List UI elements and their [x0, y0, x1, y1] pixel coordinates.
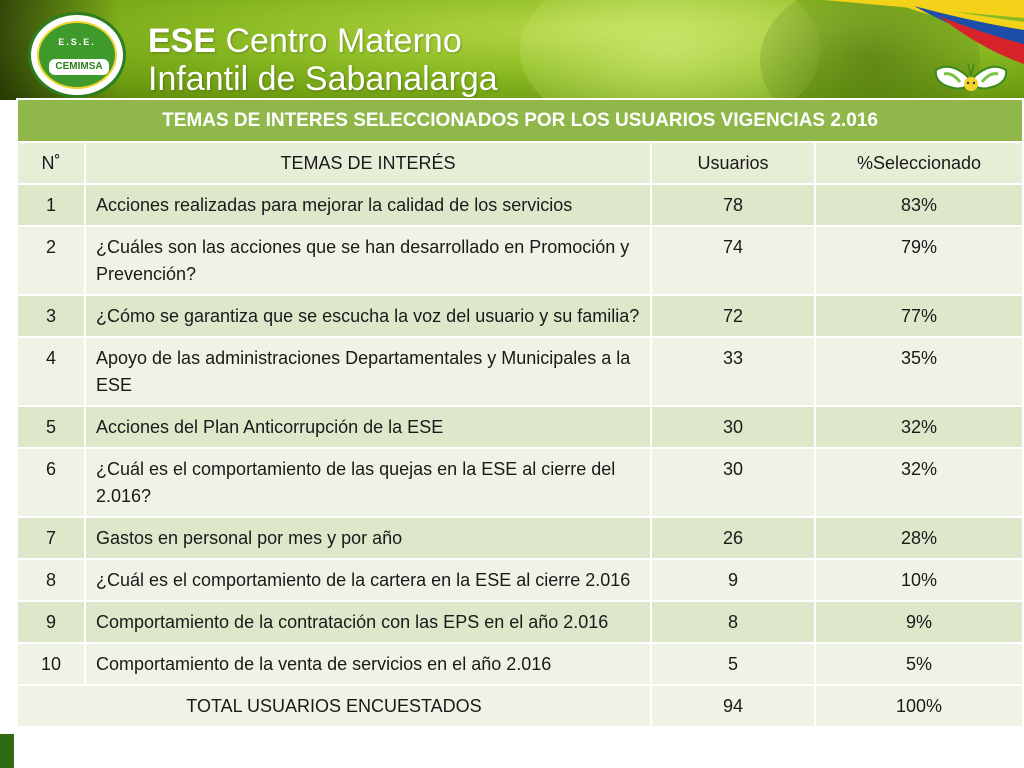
row-users: 72 — [650, 294, 816, 338]
logo-emblem: E.S.E. CEMIMSA — [37, 21, 117, 89]
row-number: 4 — [16, 336, 86, 407]
table-row: 2 ¿Cuáles son las acciones que se han de… — [16, 225, 1024, 296]
table-row: 6 ¿Cuál es el comportamiento de las quej… — [16, 447, 1024, 518]
row-users: 78 — [650, 183, 816, 227]
row-topic: ¿Cuál es el comportamiento de las quejas… — [84, 447, 652, 518]
table-row: 7 Gastos en personal por mes y por año 2… — [16, 516, 1024, 560]
row-number: 5 — [16, 405, 86, 449]
topics-table-container: TEMAS DE INTERES SELECCIONADOS POR LOS U… — [15, 98, 1024, 728]
row-number: 6 — [16, 447, 86, 518]
row-topic: ¿Cuáles son las acciones que se han desa… — [84, 225, 652, 296]
row-users: 26 — [650, 516, 816, 560]
row-percent: 77% — [813, 294, 1024, 338]
row-percent: 79% — [813, 225, 1024, 296]
column-header-percent: %Seleccionado — [813, 141, 1024, 185]
table-row: 8 ¿Cuál es el comportamiento de la carte… — [16, 558, 1024, 602]
row-percent: 5% — [813, 642, 1024, 686]
table-title: TEMAS DE INTERES SELECCIONADOS POR LOS U… — [15, 98, 1024, 143]
row-users: 30 — [650, 447, 816, 518]
row-topic: Comportamiento de la venta de servicios … — [84, 642, 652, 686]
total-percent: 100% — [813, 684, 1024, 728]
row-topic: Acciones del Plan Anticorrupción de la E… — [84, 405, 652, 449]
brand-bold: ESE — [148, 22, 217, 60]
row-topic: Acciones realizadas para mejorar la cali… — [84, 183, 652, 227]
row-number: 3 — [16, 294, 86, 338]
brand-line2: Infantil de Sabanalarga — [148, 60, 498, 98]
colombia-flag-stripes-icon — [824, 0, 1024, 64]
logo-top-text: E.S.E. — [58, 37, 96, 47]
row-percent: 9% — [813, 600, 1024, 644]
table-row: 10 Comportamiento de la venta de servici… — [16, 642, 1024, 686]
row-percent: 32% — [813, 405, 1024, 449]
row-number: 8 — [16, 558, 86, 602]
row-number: 10 — [16, 642, 86, 686]
row-percent: 83% — [813, 183, 1024, 227]
row-topic: ¿Cómo se garantiza que se escucha la voz… — [84, 294, 652, 338]
row-topic: ¿Cuál es el comportamiento de la cartera… — [84, 558, 652, 602]
column-header-users: Usuarios — [650, 141, 816, 185]
logo-mid-text: CEMIMSA — [49, 59, 109, 75]
institution-logo: E.S.E. CEMIMSA — [28, 12, 126, 98]
row-topic: Apoyo de las administraciones Departamen… — [84, 336, 652, 407]
butterfly-icon — [934, 63, 1008, 91]
column-header-number: N˚ — [16, 141, 86, 185]
row-number: 7 — [16, 516, 86, 560]
row-users: 8 — [650, 600, 816, 644]
row-number: 9 — [16, 600, 86, 644]
brand-title: ESE Centro Materno Infantil de Sabanalar… — [148, 22, 498, 98]
row-users: 5 — [650, 642, 816, 686]
row-users: 9 — [650, 558, 816, 602]
table-row: 5 Acciones del Plan Anticorrupción de la… — [16, 405, 1024, 449]
row-number: 2 — [16, 225, 86, 296]
row-percent: 32% — [813, 447, 1024, 518]
table-row: 1 Acciones realizadas para mejorar la ca… — [16, 183, 1024, 227]
topics-table: TEMAS DE INTERES SELECCIONADOS POR LOS U… — [15, 98, 1024, 728]
total-row: TOTAL USUARIOS ENCUESTADOS 94 100% — [16, 684, 1024, 728]
row-percent: 35% — [813, 336, 1024, 407]
column-header-topic: TEMAS DE INTERÉS — [84, 141, 652, 185]
row-users: 33 — [650, 336, 816, 407]
header-banner: E.S.E. CEMIMSA ESE Centro Materno Infant… — [0, 0, 1024, 100]
table-row: 4 Apoyo de las administraciones Departam… — [16, 336, 1024, 407]
row-percent: 10% — [813, 558, 1024, 602]
row-users: 30 — [650, 405, 816, 449]
left-strip — [0, 100, 14, 768]
row-number: 1 — [16, 183, 86, 227]
row-topic: Gastos en personal por mes y por año — [84, 516, 652, 560]
table-row: 3 ¿Cómo se garantiza que se escucha la v… — [16, 294, 1024, 338]
row-users: 74 — [650, 225, 816, 296]
row-percent: 28% — [813, 516, 1024, 560]
row-topic: Comportamiento de la contratación con la… — [84, 600, 652, 644]
brand-line1: Centro Materno — [225, 22, 462, 60]
table-row: 9 Comportamiento de la contratación con … — [16, 600, 1024, 644]
total-users: 94 — [650, 684, 816, 728]
total-label: TOTAL USUARIOS ENCUESTADOS — [16, 684, 652, 728]
